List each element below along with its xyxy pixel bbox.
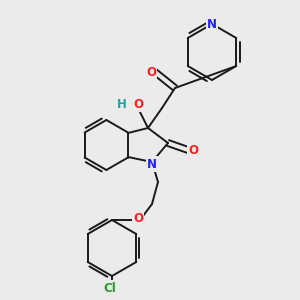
Text: Cl: Cl: [103, 281, 116, 295]
Text: O: O: [133, 212, 143, 224]
Text: O: O: [188, 143, 198, 157]
Text: N: N: [147, 158, 157, 170]
Text: O: O: [146, 65, 156, 79]
Text: N: N: [207, 17, 217, 31]
Text: H: H: [117, 98, 127, 110]
Text: O: O: [133, 98, 143, 110]
